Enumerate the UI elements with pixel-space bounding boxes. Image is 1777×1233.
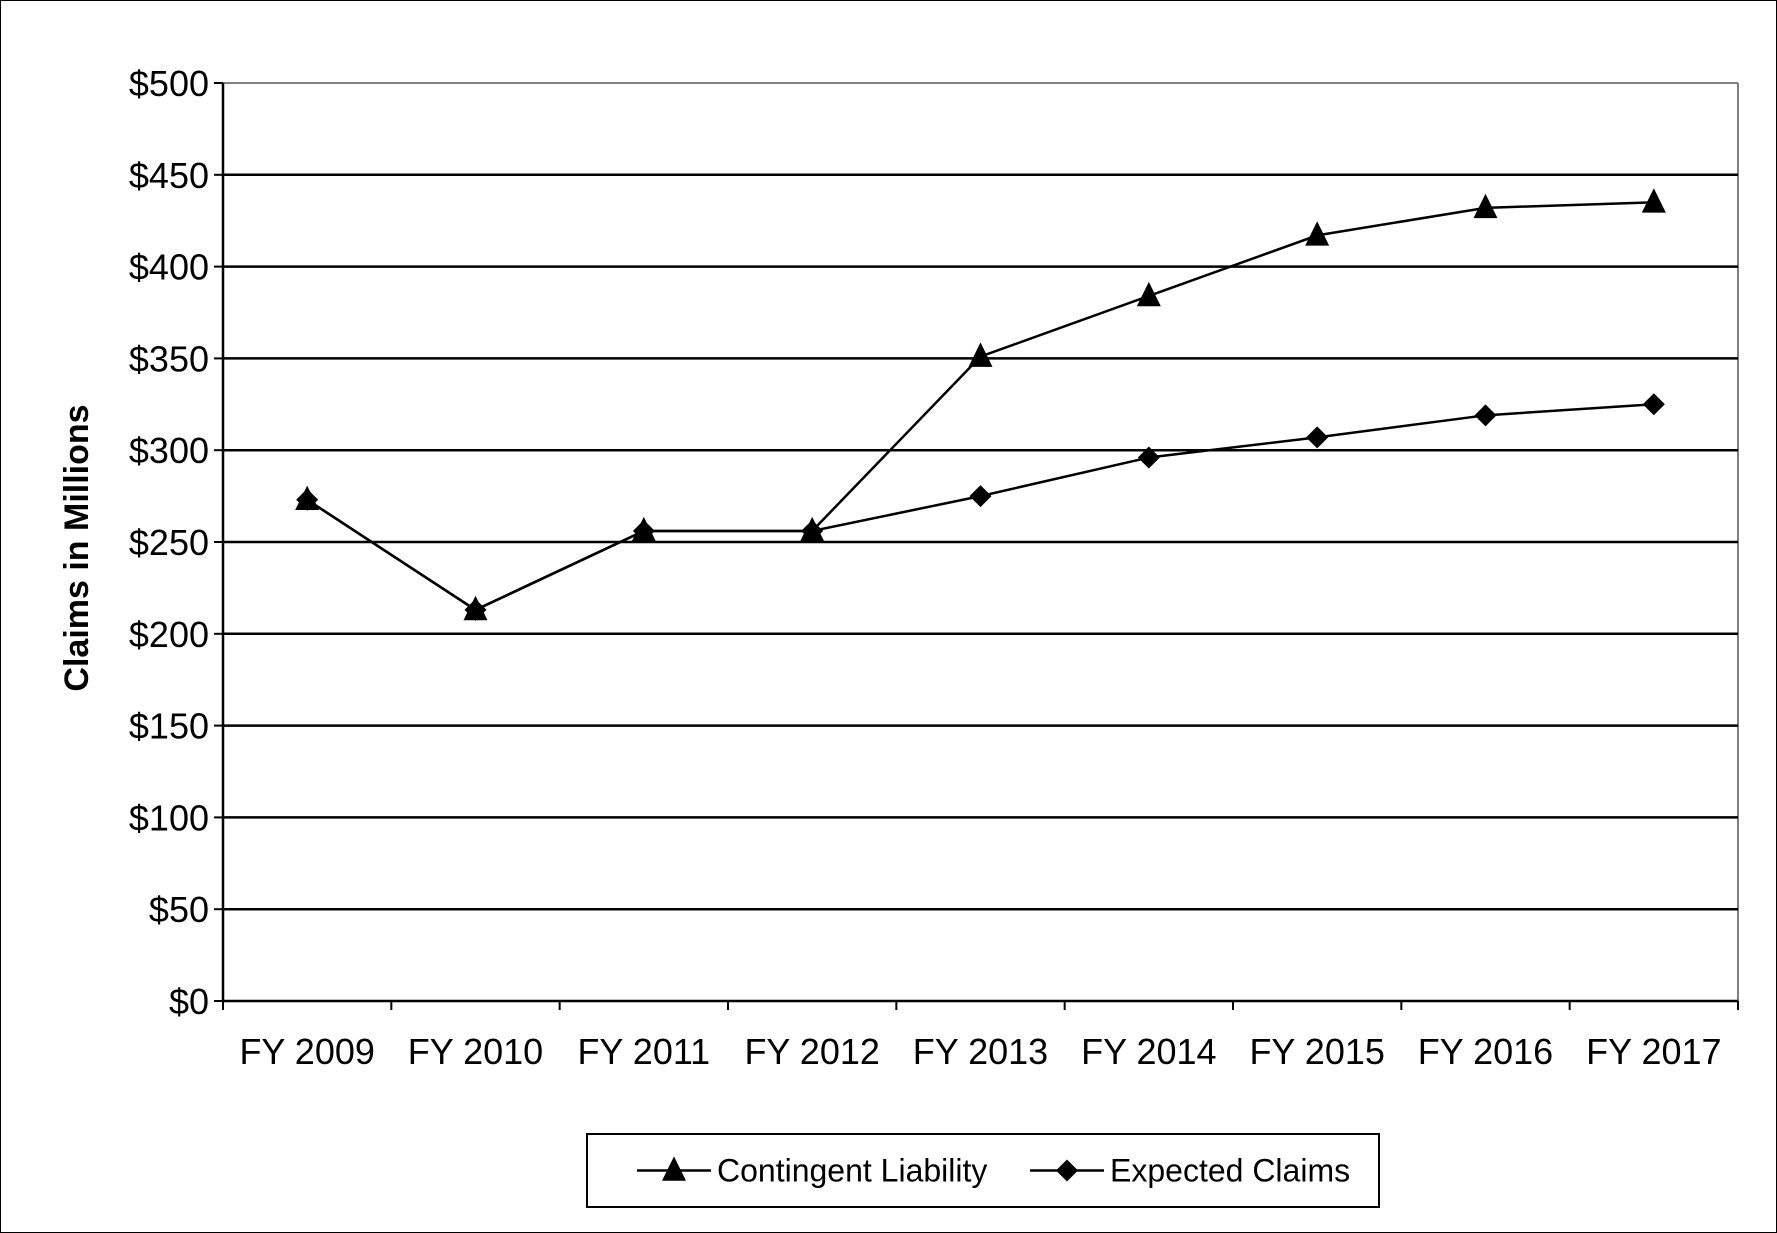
- data-point-triangle: [1305, 221, 1330, 246]
- legend-marker: [1056, 1159, 1078, 1182]
- y-tick-label: $300: [129, 430, 209, 471]
- data-point-triangle: [968, 342, 993, 367]
- data-point-triangle: [631, 516, 656, 542]
- legend: Contingent Liability Expected Claims: [586, 1133, 1380, 1208]
- y-tick-label: $100: [129, 797, 209, 838]
- y-tick-label: $50: [149, 889, 209, 930]
- data-point-triangle: [800, 516, 825, 542]
- x-tick-label: FY 2012: [744, 1031, 879, 1072]
- y-tick-label: $150: [129, 706, 209, 747]
- data-point-diamond: [1306, 426, 1329, 449]
- gridlines: [223, 82, 1739, 1001]
- legend-box: [586, 1133, 1380, 1208]
- data-point-triangle: [1473, 193, 1498, 219]
- y-tick-label: $400: [129, 247, 209, 288]
- series: [295, 188, 1666, 621]
- data-point-triangle: [295, 485, 320, 511]
- data-point-triangle: [463, 595, 488, 621]
- x-tick-label: FY 2010: [408, 1031, 543, 1072]
- series-line: [306, 201, 1654, 612]
- y-tick-label: $200: [129, 614, 209, 655]
- legend-label: Expected Claims: [1110, 1153, 1350, 1189]
- x-tick-labels: FY 2009 FY 2010 FY 2011 FY 2012 FY 2013 FY 20…: [239, 1031, 1721, 1072]
- x-tick-label: FY 2011: [577, 1031, 710, 1072]
- axes: [214, 82, 1739, 1010]
- series-expected-claims: [296, 393, 1665, 621]
- y-tick-label: $350: [129, 338, 209, 379]
- data-point-triangle: [1136, 281, 1161, 307]
- series-contingent-liability: [295, 188, 1666, 621]
- data-point-diamond: [1474, 404, 1497, 427]
- legend-item: Expected Claims: [1030, 1153, 1350, 1189]
- data-point-diamond: [969, 485, 992, 508]
- data-point-diamond: [1642, 393, 1665, 416]
- data-point-diamond: [1137, 446, 1160, 469]
- y-tick-label: $500: [129, 63, 209, 104]
- x-tick-label: FY 2016: [1418, 1031, 1553, 1072]
- x-tick-label: FY 2014: [1081, 1031, 1216, 1072]
- x-tick-label: FY 2015: [1249, 1031, 1384, 1072]
- y-axis-title: Claims in Millions: [58, 404, 96, 691]
- x-tick-label: FY 2017: [1586, 1031, 1721, 1072]
- y-tick-label: $450: [129, 155, 209, 196]
- y-tick-label: $0: [169, 981, 209, 1022]
- y-tick-labels: $0 $50 $100 $150 $200 $250 $300 $350 $400 $450 $50…: [129, 63, 209, 1022]
- data-point-triangle: [1641, 188, 1666, 213]
- y-tick-label: $250: [129, 522, 209, 563]
- x-tick-label: FY 2013: [913, 1031, 1048, 1072]
- series-line: [306, 403, 1654, 612]
- legend-label: Contingent Liability: [717, 1153, 987, 1189]
- legend-marker: [662, 1156, 686, 1181]
- legend-item: Contingent Liability: [637, 1153, 987, 1189]
- x-tick-label: FY 2009: [239, 1031, 374, 1072]
